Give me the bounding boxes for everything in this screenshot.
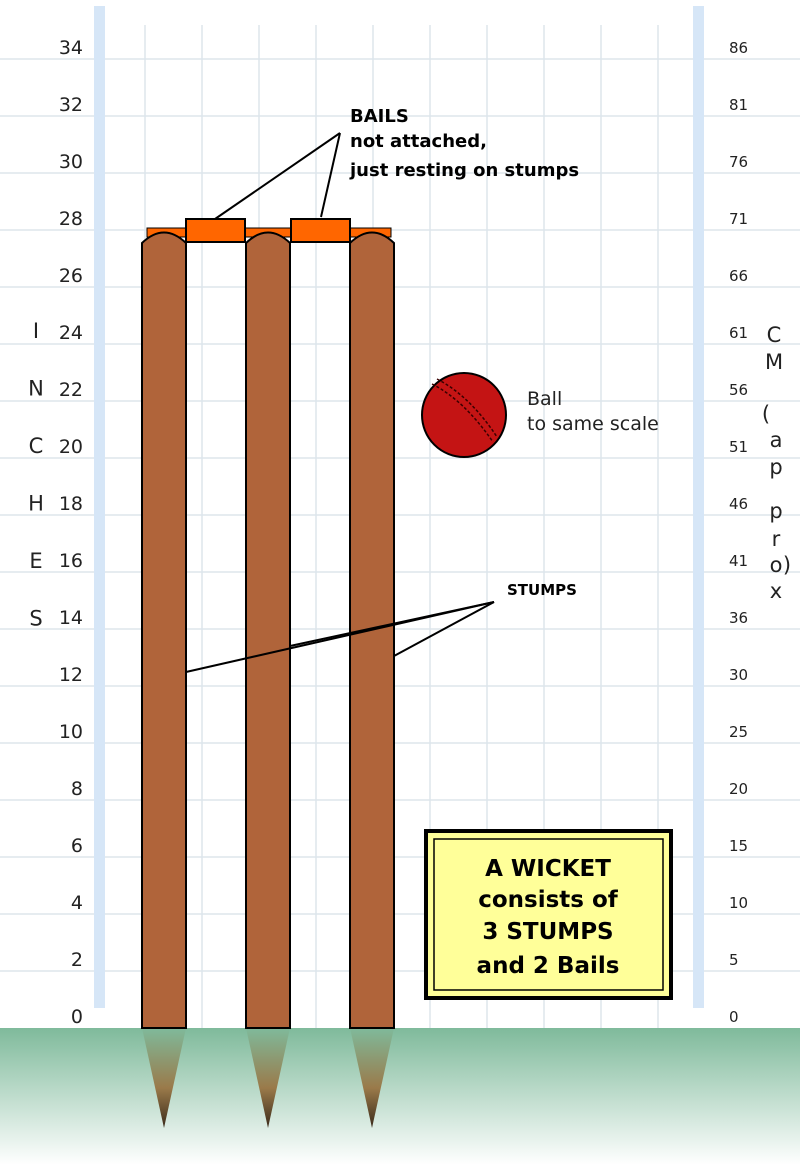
left-scale-bar bbox=[94, 6, 105, 1008]
cm-tick-label: 36 bbox=[729, 609, 748, 627]
stumps-label: STUMPS bbox=[507, 581, 577, 599]
inch-tick-label: 18 bbox=[59, 493, 83, 515]
ball-label-line-2: to same scale bbox=[527, 413, 659, 435]
inch-tick-label: 20 bbox=[59, 436, 83, 458]
bails-leader-1 bbox=[214, 132, 341, 220]
inches-axis-title: I N C H E S bbox=[28, 319, 44, 631]
inches-title-letter: C bbox=[29, 434, 44, 458]
stump-2 bbox=[245, 231, 291, 1029]
inch-tick-label: 8 bbox=[71, 778, 83, 800]
cm-title-letter: M bbox=[765, 350, 783, 374]
bails-title: BAILS bbox=[350, 106, 409, 127]
right-scale-bar bbox=[693, 6, 704, 1008]
cm-title-letter: ) bbox=[783, 553, 791, 577]
inch-tick-label: 6 bbox=[71, 835, 83, 857]
info-box-line-3: 3 STUMPS bbox=[482, 919, 613, 945]
inch-tick-label: 32 bbox=[59, 94, 83, 116]
cm-tick-label: 71 bbox=[729, 210, 748, 228]
cm-title-letter: o bbox=[770, 553, 783, 577]
cm-tick-label: 25 bbox=[729, 723, 748, 741]
cm-tick-label: 66 bbox=[729, 267, 748, 285]
cm-tick-label: 56 bbox=[729, 381, 748, 399]
inch-tick-label: 26 bbox=[59, 265, 83, 287]
grid bbox=[0, 25, 800, 1028]
cm-tick-label: 76 bbox=[729, 153, 748, 171]
stump-1 bbox=[141, 231, 187, 1029]
cm-tick-label: 61 bbox=[729, 324, 748, 342]
bails-desc-line-2: just resting on stumps bbox=[349, 160, 579, 181]
inch-tick-label: 30 bbox=[59, 151, 83, 173]
stumps-leader-2 bbox=[289, 601, 495, 647]
info-box: A WICKET consists of 3 STUMPS and 2 Bail… bbox=[424, 829, 673, 1000]
cm-tick-label: 10 bbox=[729, 894, 748, 912]
inches-title-letter: I bbox=[33, 319, 39, 343]
inch-tick-label: 0 bbox=[71, 1006, 83, 1028]
inch-tick-label: 2 bbox=[71, 949, 83, 971]
inch-tick-label: 16 bbox=[59, 550, 83, 572]
cm-title-letter: a bbox=[770, 428, 783, 452]
cm-title-letter: r bbox=[772, 527, 781, 551]
inch-tick-label: 12 bbox=[59, 664, 83, 686]
right-tick-labels: 86 81 76 71 66 61 56 51 46 41 36 30 25 20 15 10 5 0 bbox=[729, 39, 748, 1026]
cm-tick-label: 20 bbox=[729, 780, 748, 798]
inch-tick-label: 10 bbox=[59, 721, 83, 743]
stump-spike-3 bbox=[350, 1028, 394, 1128]
cm-title-letter: p bbox=[769, 455, 782, 479]
inch-tick-label: 4 bbox=[71, 892, 83, 914]
cm-tick-label: 30 bbox=[729, 666, 748, 684]
stump-spike-2 bbox=[246, 1028, 290, 1128]
inches-title-letter: H bbox=[28, 492, 44, 516]
stumps-leader-3 bbox=[393, 601, 495, 657]
inches-title-letter: N bbox=[28, 377, 44, 401]
info-box-line-1: A WICKET bbox=[485, 856, 611, 882]
cm-tick-label: 15 bbox=[729, 837, 748, 855]
cm-tick-label: 0 bbox=[729, 1008, 739, 1026]
inch-tick-label: 22 bbox=[59, 379, 83, 401]
cm-title-letter: x bbox=[770, 579, 782, 603]
cm-title-letter: p bbox=[769, 499, 782, 523]
ball-label-line-1: Ball bbox=[527, 388, 562, 410]
cm-tick-label: 41 bbox=[729, 552, 748, 570]
info-box-line-4: and 2 Bails bbox=[477, 953, 620, 979]
inch-tick-label: 14 bbox=[59, 607, 83, 629]
bail-2 bbox=[290, 218, 351, 243]
bails-desc-line-1: not attached, bbox=[350, 131, 487, 152]
cm-tick-label: 5 bbox=[729, 951, 739, 969]
cm-tick-label: 51 bbox=[729, 438, 748, 456]
bail-1 bbox=[185, 218, 246, 243]
cm-tick-label: 81 bbox=[729, 96, 748, 114]
cm-title-letter: C bbox=[767, 323, 782, 347]
info-box-line-2: consists of bbox=[478, 887, 619, 913]
cm-title-letter: ( bbox=[762, 402, 770, 426]
stump-spike-1 bbox=[142, 1028, 186, 1128]
inch-tick-label: 28 bbox=[59, 208, 83, 230]
cricket-ball bbox=[421, 372, 507, 458]
inch-tick-label: 34 bbox=[59, 37, 83, 59]
grass bbox=[0, 1028, 800, 1165]
inches-title-letter: E bbox=[29, 549, 42, 573]
cm-tick-label: 86 bbox=[729, 39, 748, 57]
cm-tick-label: 46 bbox=[729, 495, 748, 513]
bails-leader-2 bbox=[320, 132, 341, 218]
inches-title-letter: S bbox=[29, 607, 42, 631]
inch-tick-label: 24 bbox=[59, 322, 83, 344]
